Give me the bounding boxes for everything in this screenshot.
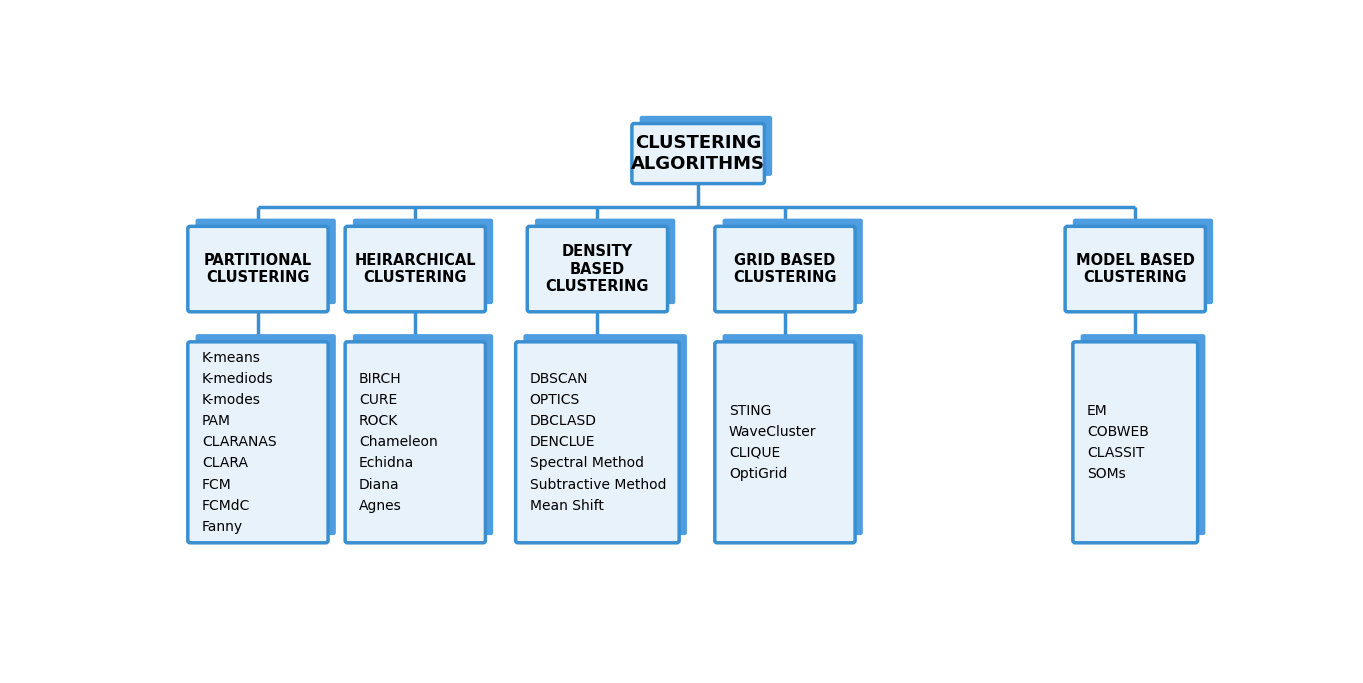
Text: BIRCH
CURE
ROCK
Chameleon
Echidna
Diana
Agnes: BIRCH CURE ROCK Chameleon Echidna Diana …	[358, 372, 438, 513]
FancyBboxPatch shape	[195, 219, 335, 304]
FancyBboxPatch shape	[1065, 226, 1205, 312]
FancyBboxPatch shape	[353, 334, 493, 535]
Text: GRID BASED
CLUSTERING: GRID BASED CLUSTERING	[733, 253, 837, 285]
FancyBboxPatch shape	[536, 219, 675, 304]
FancyBboxPatch shape	[722, 219, 863, 304]
FancyBboxPatch shape	[523, 334, 687, 535]
Text: EM
COBWEB
CLASSIT
SOMs: EM COBWEB CLASSIT SOMs	[1086, 404, 1149, 481]
Text: DENSITY
BASED
CLUSTERING: DENSITY BASED CLUSTERING	[545, 244, 649, 294]
FancyBboxPatch shape	[345, 342, 485, 543]
Text: HEIRARCHICAL
CLUSTERING: HEIRARCHICAL CLUSTERING	[354, 253, 476, 285]
FancyBboxPatch shape	[632, 124, 765, 184]
FancyBboxPatch shape	[714, 226, 855, 312]
FancyBboxPatch shape	[527, 226, 668, 312]
FancyBboxPatch shape	[188, 342, 328, 543]
Text: PARTITIONAL
CLUSTERING: PARTITIONAL CLUSTERING	[204, 253, 312, 285]
FancyBboxPatch shape	[1081, 334, 1205, 535]
FancyBboxPatch shape	[714, 342, 855, 543]
FancyBboxPatch shape	[515, 342, 679, 543]
FancyBboxPatch shape	[345, 226, 485, 312]
Text: MODEL BASED
CLUSTERING: MODEL BASED CLUSTERING	[1075, 253, 1195, 285]
Text: CLUSTERING
ALGORITHMS: CLUSTERING ALGORITHMS	[631, 134, 765, 173]
Text: K-means
K-mediods
K-modes
PAM
CLARANAS
CLARA
FCM
FCMdC
Fanny: K-means K-mediods K-modes PAM CLARANAS C…	[202, 350, 277, 534]
FancyBboxPatch shape	[639, 116, 773, 176]
FancyBboxPatch shape	[722, 334, 863, 535]
Text: DBSCAN
OPTICS
DBCLASD
DENCLUE
Spectral Method
Subtractive Method
Mean Shift: DBSCAN OPTICS DBCLASD DENCLUE Spectral M…	[530, 372, 667, 513]
Text: STING
WaveCluster
CLIQUE
OptiGrid: STING WaveCluster CLIQUE OptiGrid	[729, 404, 816, 481]
FancyBboxPatch shape	[353, 219, 493, 304]
FancyBboxPatch shape	[1073, 342, 1198, 543]
FancyBboxPatch shape	[188, 226, 328, 312]
FancyBboxPatch shape	[1073, 219, 1213, 304]
FancyBboxPatch shape	[195, 334, 335, 535]
